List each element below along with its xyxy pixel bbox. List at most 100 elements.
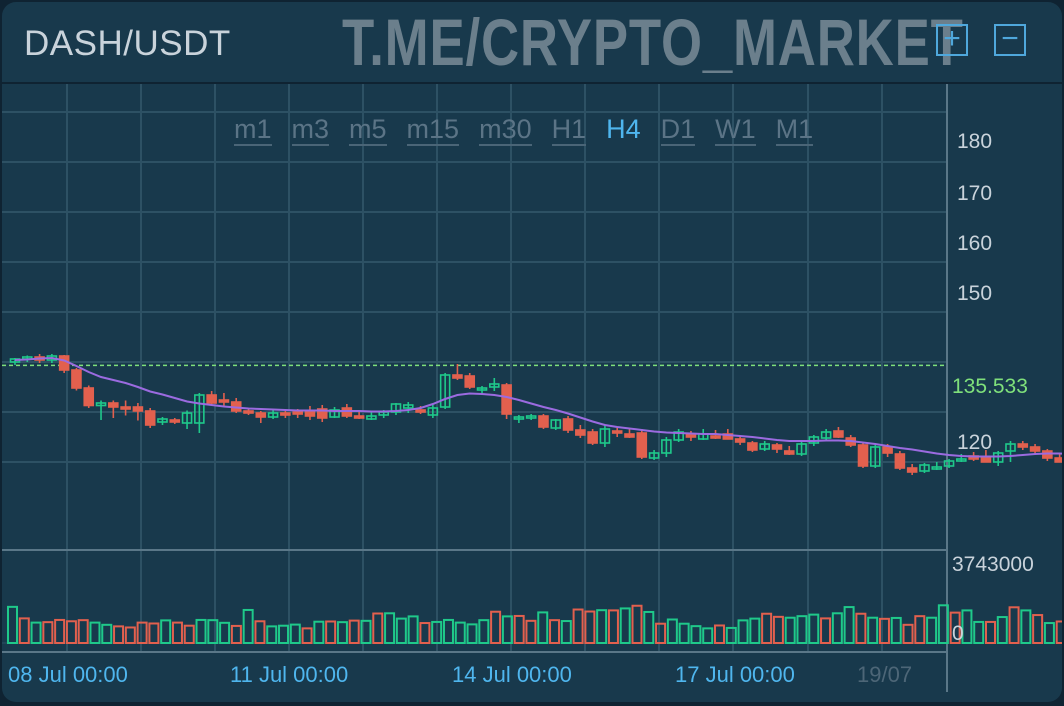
date-label-08-jul: 08 Jul 00:00 — [8, 662, 128, 687]
zoom-out-button[interactable]: − — [994, 24, 1026, 56]
volume-bar — [937, 604, 949, 645]
volume-bar — [160, 619, 172, 644]
candle-body — [759, 443, 770, 450]
volume-bar — [631, 604, 643, 644]
volume-bar — [195, 618, 207, 645]
candle-body — [83, 387, 95, 407]
volume-bar — [702, 627, 714, 645]
timeframe-m5[interactable]: m5 — [349, 114, 387, 146]
candle-body — [144, 410, 156, 426]
volume-bar — [867, 616, 879, 645]
zoom-in-button[interactable]: + — [936, 24, 968, 56]
pair-title: DASH/USDT — [24, 24, 231, 63]
timeframe-m15[interactable]: m15 — [406, 114, 460, 146]
volume-bar — [690, 625, 702, 645]
candle-body — [648, 452, 660, 459]
volume-bar — [985, 620, 997, 645]
volume-bar — [101, 623, 113, 644]
volume-bar — [713, 624, 725, 645]
timeframe-m3[interactable]: m3 — [291, 114, 330, 146]
volume-bar — [808, 613, 820, 644]
volume-bar — [7, 605, 18, 645]
volume-bar — [230, 624, 242, 645]
volume-bar — [124, 626, 136, 644]
volume-bar — [926, 616, 938, 645]
price-tick-150: 150 — [957, 282, 993, 305]
candle-body — [562, 418, 574, 431]
volume-bar — [878, 617, 890, 644]
candle-body — [513, 416, 525, 420]
timeframe-selector: m1 m3 m5 m15 m30 H1 H4 D1 W1 M1 — [234, 114, 833, 146]
candle-body — [833, 430, 844, 438]
timeframe-h4[interactable]: H4 — [606, 114, 641, 144]
volume-bar — [454, 621, 466, 644]
volume-bar — [549, 619, 561, 645]
volume-bar — [596, 609, 608, 644]
volume-bar — [136, 621, 148, 644]
candle-body — [1029, 446, 1041, 452]
volume-bar — [183, 624, 195, 645]
current-price-label: 135.533 — [952, 375, 1028, 398]
volume-bar — [831, 612, 843, 645]
volume-bar — [619, 607, 631, 644]
volume-bar — [278, 624, 290, 645]
volume-bar — [266, 625, 278, 645]
volume-bar — [607, 609, 619, 644]
volume-bar — [336, 621, 348, 645]
volume-bar — [655, 622, 667, 645]
volume-bar — [513, 614, 525, 645]
volume-bar — [431, 620, 443, 645]
volume-bar — [902, 623, 914, 644]
candle-body — [415, 409, 426, 413]
volume-bar — [384, 612, 396, 645]
timeframe-mn1[interactable]: M1 — [775, 114, 814, 146]
candle-body — [108, 402, 119, 408]
candle-body — [181, 412, 193, 424]
volume-bar — [855, 612, 867, 645]
volume-bar — [113, 625, 125, 645]
volume-bar — [584, 610, 596, 645]
candle-body — [599, 428, 611, 444]
timeframe-m1[interactable]: m1 — [234, 114, 272, 146]
candle-body — [71, 369, 82, 389]
volume-bar — [313, 620, 325, 645]
candle-body — [157, 418, 168, 423]
candle-body — [919, 464, 930, 472]
volume-bar — [478, 619, 490, 645]
volume-max-label: 3743000 — [952, 553, 1034, 576]
volume-bar — [65, 620, 77, 644]
volume-bar — [360, 619, 372, 644]
candle-body — [501, 384, 512, 415]
minus-icon: − — [1001, 22, 1019, 55]
candle-body — [747, 442, 758, 451]
candle-body — [857, 444, 869, 467]
candle-body — [280, 412, 291, 416]
volume-bar — [914, 615, 926, 644]
volume-bar — [784, 616, 796, 645]
volume-bar — [395, 617, 407, 644]
price-tick-160: 160 — [957, 232, 993, 255]
timeframe-w1[interactable]: W1 — [715, 114, 756, 146]
timeframe-h1[interactable]: H1 — [551, 114, 587, 146]
volume-bar — [372, 612, 384, 645]
volume-bar — [949, 611, 961, 644]
header: DASH/USDT T.ME/CRYPTO_MARKET + − — [2, 2, 1062, 84]
volume-bar — [525, 619, 537, 644]
candle-body — [943, 460, 955, 467]
timeframe-m30[interactable]: m30 — [479, 114, 532, 146]
volume-bar — [171, 621, 183, 644]
volume-bar — [820, 617, 832, 644]
date-label-14-jul: 14 Jul 00:00 — [452, 662, 572, 687]
timeframe-d1[interactable]: D1 — [660, 114, 696, 146]
candle-body — [95, 402, 107, 407]
candle-body — [255, 412, 267, 418]
date-label-11-jul: 11 Jul 00:00 — [230, 662, 349, 687]
volume-bar — [996, 616, 1008, 644]
price-tick-180: 180 — [957, 130, 993, 153]
volume-bar — [666, 618, 678, 645]
volume-bar — [242, 608, 254, 644]
volume-bar — [501, 615, 513, 644]
candle-body — [710, 435, 721, 439]
